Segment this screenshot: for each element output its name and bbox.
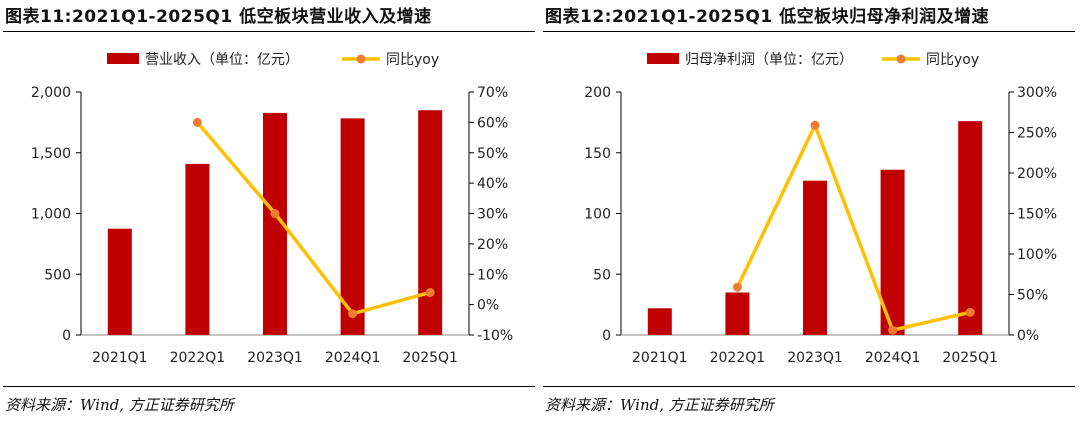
- left-tick-label: 100: [584, 207, 611, 223]
- legend-bar-swatch: [107, 53, 139, 64]
- net-profit-chart: 归母净利润（单位：亿元） 同比yoy 0 50 100 150 200 0% 50% 100% 15…: [584, 51, 1057, 366]
- left-tick-label: 1,000: [31, 207, 71, 223]
- right-tick-label: 50%: [477, 146, 508, 162]
- bar: [803, 180, 827, 335]
- left-tick-label: 200: [584, 85, 611, 101]
- chart-title: 图表11:2021Q1-2025Q1 低空板块营业收入及增速: [5, 7, 432, 27]
- legend-line-marker: [356, 54, 366, 64]
- left-tick-label: 50: [593, 267, 611, 283]
- bar: [647, 308, 672, 335]
- yoy-line: [196, 121, 431, 316]
- yoy-point: [348, 309, 358, 319]
- x-tick-label: 2024Q1: [865, 350, 921, 366]
- yoy-point: [732, 282, 742, 292]
- right-tick-label: 150%: [1017, 207, 1057, 223]
- bar: [107, 228, 132, 335]
- title-rule: [543, 31, 1075, 32]
- x-tick-label: 2022Q1: [710, 350, 766, 366]
- source-rule: [543, 386, 1075, 387]
- right-tick-label: 0%: [1017, 328, 1039, 344]
- x-tick-label: 2021Q1: [92, 350, 148, 366]
- x-tick-label: 2024Q1: [325, 350, 381, 366]
- right-tick-label: 70%: [477, 85, 508, 101]
- legend: 归母净利润（单位：亿元） 同比yoy: [647, 51, 979, 68]
- x-tick-label: 2025Q1: [942, 350, 998, 366]
- yoy-point: [810, 120, 820, 130]
- right-tick-label: 250%: [1017, 126, 1057, 142]
- source-note: 资料来源：Wind, 方正证券研究所: [5, 396, 234, 414]
- bar: [958, 121, 983, 335]
- yoy-point: [965, 307, 975, 317]
- legend-line-label: 同比yoy: [386, 52, 439, 68]
- x-tick-label: 2022Q1: [170, 350, 226, 366]
- right-tick-label: 20%: [477, 237, 508, 253]
- legend-line-label: 同比yoy: [926, 52, 979, 68]
- bar: [725, 292, 750, 335]
- chart-title: 图表12:2021Q1-2025Q1 低空板块归母净利润及增速: [545, 7, 990, 27]
- right-tick-label: 100%: [1017, 247, 1057, 263]
- bar: [185, 163, 210, 335]
- right-tick-label: 50%: [1017, 288, 1048, 304]
- x-tick-label: 2023Q1: [787, 350, 843, 366]
- left-tick-label: 0: [602, 328, 611, 344]
- bar: [418, 110, 443, 335]
- title-rule: [3, 31, 535, 32]
- left-tick-label: 2,000: [31, 85, 71, 101]
- right-tick-label: 60%: [477, 115, 508, 131]
- yoy-point: [888, 325, 898, 335]
- legend-bar-label: 归母净利润（单位：亿元）: [685, 51, 853, 68]
- left-tick-label: 0: [62, 328, 71, 344]
- left-tick-label: 500: [44, 267, 71, 283]
- source-rule: [3, 386, 535, 387]
- x-tick-label: 2023Q1: [247, 350, 303, 366]
- x-tick-label: 2021Q1: [632, 350, 688, 366]
- right-tick-label: 200%: [1017, 166, 1057, 182]
- right-tick-label: 40%: [477, 176, 508, 192]
- right-tick-label: -10%: [477, 328, 513, 344]
- chart-panel-right: 图表12:2021Q1-2025Q1 低空板块归母净利润及增速 归母净利润（单位…: [543, 0, 1075, 426]
- yoy-point: [425, 287, 435, 297]
- bar: [340, 118, 365, 335]
- right-tick-label: 30%: [477, 207, 508, 223]
- legend-bar-swatch: [647, 53, 679, 64]
- x-tick-label: 2025Q1: [402, 350, 458, 366]
- source-note: 资料来源：Wind, 方正证券研究所: [545, 396, 774, 414]
- yoy-point: [192, 117, 202, 127]
- right-tick-label: 0%: [477, 298, 499, 314]
- legend-line-marker: [896, 54, 906, 64]
- right-tick-label: 10%: [477, 267, 508, 283]
- legend-bar-label: 营业收入（单位：亿元）: [145, 52, 299, 68]
- yoy-line: [735, 123, 971, 332]
- left-tick-label: 150: [584, 146, 611, 162]
- left-tick-label: 1,500: [31, 146, 71, 162]
- yoy-point: [270, 209, 280, 218]
- right-tick-label: 300%: [1017, 85, 1057, 101]
- legend: 营业收入（单位：亿元） 同比yoy: [107, 52, 439, 68]
- chart-panel-left: 图表11:2021Q1-2025Q1 低空板块营业收入及增速 营业收入（单位：亿…: [3, 0, 535, 426]
- revenue-chart: 营业收入（单位：亿元） 同比yoy 0 500 1,000 1,500 2,000 -10% 0…: [31, 52, 513, 366]
